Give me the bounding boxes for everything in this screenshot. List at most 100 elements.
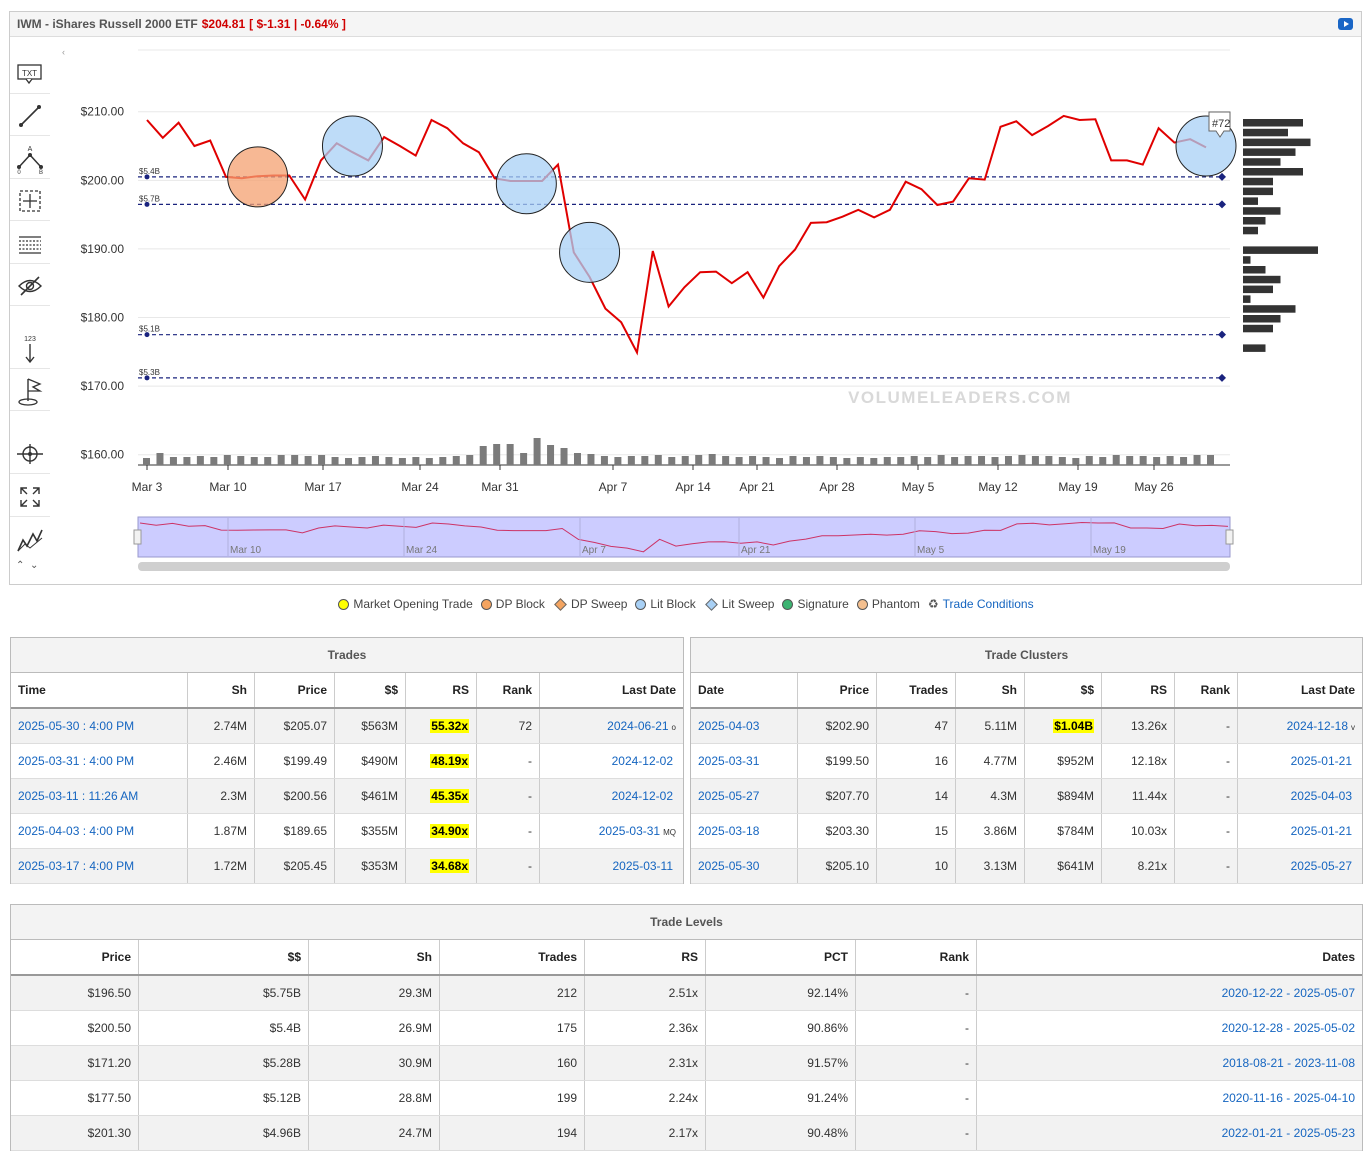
- column-header[interactable]: Last Date: [1237, 673, 1362, 709]
- navigator-handle-left[interactable]: [133, 529, 142, 545]
- video-icon[interactable]: [1338, 18, 1353, 30]
- target-tool-button[interactable]: [10, 435, 50, 474]
- navigator[interactable]: [137, 516, 1231, 558]
- table-row[interactable]: $177.50 $5.12B 28.8M 199 2.24x 91.24% - 2020-11…: [11, 1080, 1362, 1116]
- trade-time-value[interactable]: 2025-05-30 : 4:00 PM: [18, 719, 135, 733]
- table-row[interactable]: 2025-03-11 : 11:26 AM 2.3M $200.56 $461M 45.…: [11, 778, 683, 814]
- line-tool-button[interactable]: [10, 97, 50, 136]
- level-dates[interactable]: 2020-12-28 - 2025-05-02: [976, 1010, 1362, 1046]
- legend-item[interactable]: Phantom: [856, 597, 920, 611]
- cluster-date-value[interactable]: 2025-04-03: [698, 719, 760, 733]
- column-header[interactable]: Rank: [1174, 673, 1238, 709]
- lit-block-marker[interactable]: [559, 221, 621, 283]
- legend-item[interactable]: DP Sweep: [553, 597, 627, 611]
- column-header[interactable]: Price: [797, 673, 877, 709]
- hide-tool-button[interactable]: [10, 267, 50, 306]
- cluster-last-date-value[interactable]: 2025-04-03: [1290, 789, 1352, 803]
- level-dates[interactable]: 2020-11-16 - 2025-04-10: [976, 1080, 1362, 1116]
- trade-time-value[interactable]: 2025-03-31 : 4:00 PM: [18, 754, 135, 768]
- trade-last-date[interactable]: 2024-12-02: [539, 743, 683, 779]
- trade-last-date-value[interactable]: 2025-03-11: [612, 859, 674, 873]
- levels-tool-button[interactable]: [10, 225, 50, 264]
- column-header[interactable]: Sh: [955, 673, 1025, 709]
- column-header[interactable]: Rank: [855, 940, 977, 976]
- legend-item[interactable]: DP Block: [480, 597, 545, 611]
- toolbar-scroll[interactable]: ⌃ ⌄: [16, 560, 56, 571]
- navigator-scrollbar[interactable]: [138, 562, 1230, 571]
- table-row[interactable]: 2025-05-30 : 4:00 PM 2.74M $205.07 $563M 55.…: [11, 708, 683, 744]
- legend-item[interactable]: Lit Block: [635, 597, 696, 611]
- table-row[interactable]: $171.20 $5.28B 30.9M 160 2.31x 91.57% - 2018-08…: [11, 1045, 1362, 1081]
- column-header[interactable]: Price: [11, 940, 139, 976]
- column-header[interactable]: Dates: [976, 940, 1362, 976]
- chart-type-tool-button[interactable]: [10, 521, 50, 559]
- column-header[interactable]: $$: [1024, 673, 1102, 709]
- trade-time-value[interactable]: 2025-03-17 : 4:00 PM: [18, 859, 135, 873]
- column-header[interactable]: Trades: [876, 673, 956, 709]
- trade-last-date-value[interactable]: 2024-06-21: [607, 719, 669, 733]
- chevron-down-icon[interactable]: ⌄: [29, 560, 39, 571]
- legend-item[interactable]: Lit Sweep: [704, 597, 774, 611]
- trade-last-date[interactable]: 2025-03-11: [539, 848, 683, 884]
- chevron-up-icon[interactable]: ⌃: [16, 560, 25, 571]
- level-dates[interactable]: 2020-12-22 - 2025-05-07: [976, 975, 1362, 1011]
- column-header[interactable]: Sh: [187, 673, 255, 709]
- trade-last-date-value[interactable]: 2025-03-31: [598, 824, 661, 838]
- cluster-last-date-value[interactable]: 2025-05-27: [1290, 859, 1352, 873]
- table-row[interactable]: 2025-03-31 : 4:00 PM 2.46M $199.49 $490M 48.…: [11, 743, 683, 779]
- legend-item[interactable]: ♻ Trade Conditions: [928, 597, 1034, 611]
- column-header[interactable]: Date: [691, 673, 798, 709]
- cluster-date[interactable]: 2025-05-27: [691, 778, 798, 814]
- trade-last-date-value[interactable]: 2024-12-02: [611, 754, 673, 768]
- legend-item[interactable]: Market Opening Trade: [338, 597, 473, 611]
- collapse-toolbar-icon[interactable]: ‹: [62, 47, 65, 57]
- price-chart[interactable]: $210.00 $200.00 $190.00 $180.00 $170.00 $160.…: [0, 0, 1372, 590]
- cluster-last-date-value[interactable]: 2025-01-21: [1290, 824, 1352, 838]
- trade-time[interactable]: 2025-04-03 : 4:00 PM: [11, 813, 188, 849]
- column-header[interactable]: Trades: [439, 940, 585, 976]
- table-row[interactable]: 2025-05-27 $207.70 14 4.3M $894M 11.44x - 2025-…: [691, 778, 1362, 814]
- column-header[interactable]: $$: [334, 673, 406, 709]
- column-header[interactable]: Last Date: [539, 673, 683, 709]
- trade-last-date[interactable]: 2024-12-02: [539, 778, 683, 814]
- table-row[interactable]: $200.50 $5.4B 26.9M 175 2.36x 90.86% - 2020-12-…: [11, 1010, 1362, 1046]
- column-header[interactable]: RS: [405, 673, 477, 709]
- cluster-last-date[interactable]: 2025-05-27: [1237, 848, 1362, 884]
- trade-time[interactable]: 2025-03-11 : 11:26 AM: [11, 778, 188, 814]
- dp-block-marker[interactable]: [227, 146, 289, 208]
- cluster-date[interactable]: 2025-03-18: [691, 813, 798, 849]
- level-dates[interactable]: 2022-01-21 - 2025-05-23: [976, 1115, 1362, 1151]
- cluster-date[interactable]: 2025-04-03: [691, 708, 798, 744]
- lit-block-marker[interactable]: [495, 153, 557, 215]
- trade-time[interactable]: 2025-03-31 : 4:00 PM: [11, 743, 188, 779]
- table-row[interactable]: $196.50 $5.75B 29.3M 212 2.51x 92.14% - 2020-12…: [11, 975, 1362, 1011]
- cluster-last-date-value[interactable]: 2024-12-18: [1286, 719, 1348, 733]
- cluster-last-date[interactable]: 2025-01-21: [1237, 813, 1362, 849]
- cluster-date-value[interactable]: 2025-03-31: [698, 754, 760, 768]
- level-dates-value[interactable]: 2018-08-21 - 2023-11-08: [1222, 1056, 1355, 1070]
- level-dates-value[interactable]: 2020-12-22 - 2025-05-07: [1221, 986, 1355, 1000]
- counter-tool-button[interactable]: 123: [10, 330, 50, 369]
- trade-time-value[interactable]: 2025-04-03 : 4:00 PM: [18, 824, 135, 838]
- column-header[interactable]: $$: [138, 940, 309, 976]
- column-header[interactable]: RS: [584, 940, 706, 976]
- cluster-last-date[interactable]: 2024-12-18 v: [1237, 708, 1362, 744]
- column-header[interactable]: RS: [1101, 673, 1175, 709]
- trade-last-date[interactable]: 2024-06-21 o: [539, 708, 683, 744]
- trade-time[interactable]: 2025-05-30 : 4:00 PM: [11, 708, 188, 744]
- table-row[interactable]: 2025-03-31 $199.50 16 4.77M $952M 12.18x - 2025…: [691, 743, 1362, 779]
- table-row[interactable]: 2025-05-30 $205.10 10 3.13M $641M 8.21x - 2025-…: [691, 848, 1362, 884]
- lit-block-marker[interactable]: [321, 115, 383, 177]
- level-dates-value[interactable]: 2022-01-21 - 2025-05-23: [1221, 1126, 1355, 1140]
- cluster-last-date-value[interactable]: 2025-01-21: [1290, 754, 1352, 768]
- legend-item[interactable]: Signature: [782, 597, 849, 611]
- cluster-last-date[interactable]: 2025-01-21: [1237, 743, 1362, 779]
- cluster-date-value[interactable]: 2025-05-27: [698, 789, 760, 803]
- crosshair-tool-button[interactable]: [10, 182, 50, 221]
- column-header[interactable]: Sh: [308, 940, 440, 976]
- cluster-last-date[interactable]: 2025-04-03: [1237, 778, 1362, 814]
- fib-tool-button[interactable]: A 0 B: [10, 140, 50, 179]
- trade-last-date-value[interactable]: 2024-12-02: [611, 789, 673, 803]
- table-row[interactable]: 2025-03-17 : 4:00 PM 1.72M $205.45 $353M 34.…: [11, 848, 683, 884]
- cluster-date-value[interactable]: 2025-05-30: [698, 859, 760, 873]
